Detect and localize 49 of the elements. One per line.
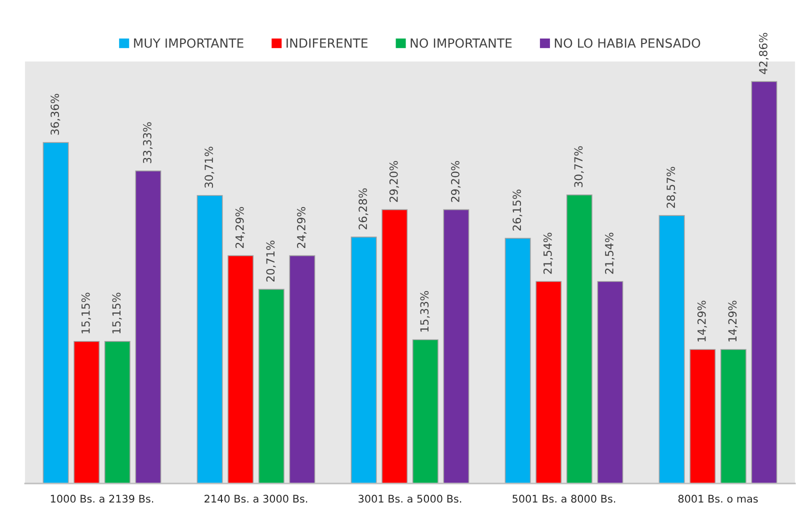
x-tick-label: 8001 Bs. o mas bbox=[678, 494, 758, 503]
data-label: 29,20% bbox=[389, 160, 399, 202]
bar bbox=[658, 215, 685, 484]
data-label: 21,54% bbox=[605, 232, 615, 274]
legend-label: NO IMPORTANTE bbox=[410, 38, 512, 48]
data-label: 14,29% bbox=[697, 300, 707, 342]
bar bbox=[566, 194, 592, 484]
bar bbox=[690, 349, 716, 484]
data-label: 30,77% bbox=[574, 146, 584, 188]
bar bbox=[228, 255, 254, 484]
bar bbox=[443, 209, 470, 484]
data-label: 15,33% bbox=[420, 291, 430, 332]
legend-label: MUY IMPORTANTE bbox=[134, 38, 244, 48]
data-label: 30,71% bbox=[204, 146, 214, 188]
bar bbox=[720, 349, 746, 484]
x-tick-label: 2140 Bs. a 3000 Bs. bbox=[204, 494, 308, 503]
bar bbox=[536, 281, 562, 484]
data-label: 28,57% bbox=[666, 166, 676, 208]
data-label: 26,15% bbox=[512, 190, 522, 231]
x-tick-label: 3001 Bs. a 5000 Bs. bbox=[358, 494, 462, 503]
data-label: 24,29% bbox=[235, 207, 245, 248]
legend-label: INDIFERENTE bbox=[286, 38, 368, 48]
data-label: 42,86% bbox=[759, 32, 769, 74]
data-label: 24,29% bbox=[297, 207, 307, 248]
bar bbox=[412, 339, 438, 484]
bar bbox=[196, 195, 223, 484]
bar bbox=[42, 142, 69, 484]
data-label: 26,28% bbox=[358, 188, 368, 230]
data-label: 15,15% bbox=[81, 292, 91, 334]
bar bbox=[751, 81, 778, 484]
bar bbox=[104, 341, 130, 484]
bar bbox=[597, 281, 624, 484]
bar bbox=[74, 341, 100, 484]
bar bbox=[289, 255, 316, 484]
data-label: 15,15% bbox=[112, 292, 122, 334]
data-label: 33,33% bbox=[143, 122, 153, 164]
bar bbox=[258, 288, 284, 484]
x-tick-label: 5001 Bs. a 8000 Bs. bbox=[512, 494, 616, 503]
data-label: 36,36% bbox=[50, 94, 60, 135]
bar bbox=[350, 236, 377, 484]
legend-label: NO LO HABIA PENSADO bbox=[554, 38, 700, 48]
data-label: 21,54% bbox=[543, 232, 553, 274]
data-label: 20,71% bbox=[266, 240, 276, 282]
data-label: 29,20% bbox=[451, 160, 461, 202]
bar bbox=[135, 170, 162, 484]
x-tick-label: 1000 Bs. a 2139 Bs. bbox=[50, 494, 154, 503]
bar bbox=[504, 238, 531, 484]
data-label: 14,29% bbox=[728, 300, 738, 342]
bar bbox=[382, 209, 408, 484]
